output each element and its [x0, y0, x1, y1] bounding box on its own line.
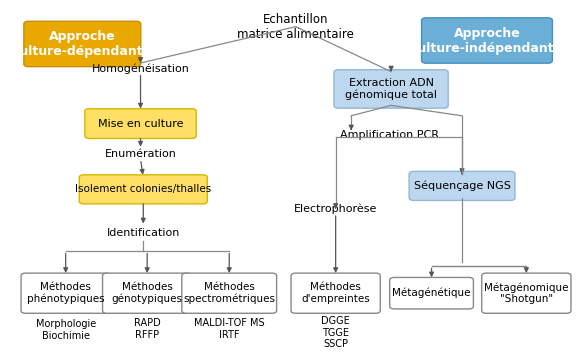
Text: DGGE
TGGE
SSCP: DGGE TGGE SSCP	[321, 316, 350, 349]
Text: Identification: Identification	[107, 228, 180, 238]
FancyBboxPatch shape	[409, 171, 515, 201]
Text: Méthodes
phénotypiques: Méthodes phénotypiques	[27, 282, 104, 304]
Text: Approche
culture-dépendante: Approche culture-dépendante	[13, 30, 152, 58]
Text: Méthodes
génotypiques: Méthodes génotypiques	[112, 282, 183, 304]
Text: Amplification PCR: Amplification PCR	[340, 130, 440, 140]
Text: Méthodes
d'empreintes: Méthodes d'empreintes	[301, 282, 370, 304]
Text: Morphologie
Biochimie: Morphologie Biochimie	[35, 319, 96, 341]
Text: Electrophorèse: Electrophorèse	[294, 204, 378, 214]
FancyBboxPatch shape	[390, 277, 473, 309]
Text: Mise en culture: Mise en culture	[98, 119, 183, 128]
FancyBboxPatch shape	[482, 273, 571, 313]
FancyBboxPatch shape	[422, 18, 552, 63]
FancyBboxPatch shape	[334, 70, 448, 108]
FancyBboxPatch shape	[103, 273, 192, 313]
FancyBboxPatch shape	[182, 273, 277, 313]
Text: MALDI-TOF MS
IRTF: MALDI-TOF MS IRTF	[194, 318, 264, 340]
FancyBboxPatch shape	[79, 175, 207, 204]
Text: Séquençage NGS: Séquençage NGS	[414, 181, 510, 191]
Text: Approche
culture-indépendante: Approche culture-indépendante	[411, 26, 563, 54]
Text: RAPD
RFFP: RAPD RFFP	[134, 318, 161, 340]
Text: Méthodes
spectrométriques: Méthodes spectrométriques	[183, 282, 276, 304]
Text: Echantillon
matrice alimentaire: Echantillon matrice alimentaire	[237, 13, 354, 41]
FancyBboxPatch shape	[291, 273, 380, 313]
Text: Métagénétique: Métagénétique	[392, 288, 471, 298]
Text: Homogénéisation: Homogénéisation	[92, 64, 190, 74]
FancyBboxPatch shape	[21, 273, 110, 313]
FancyBboxPatch shape	[85, 109, 196, 138]
Text: Extraction ADN
génomique total: Extraction ADN génomique total	[345, 78, 437, 100]
FancyBboxPatch shape	[24, 21, 141, 67]
Text: Métagénomique
"Shotgun": Métagénomique "Shotgun"	[484, 282, 568, 304]
Text: Isolement colonies/thalles: Isolement colonies/thalles	[75, 184, 212, 195]
Text: Enumération: Enumération	[104, 149, 176, 160]
